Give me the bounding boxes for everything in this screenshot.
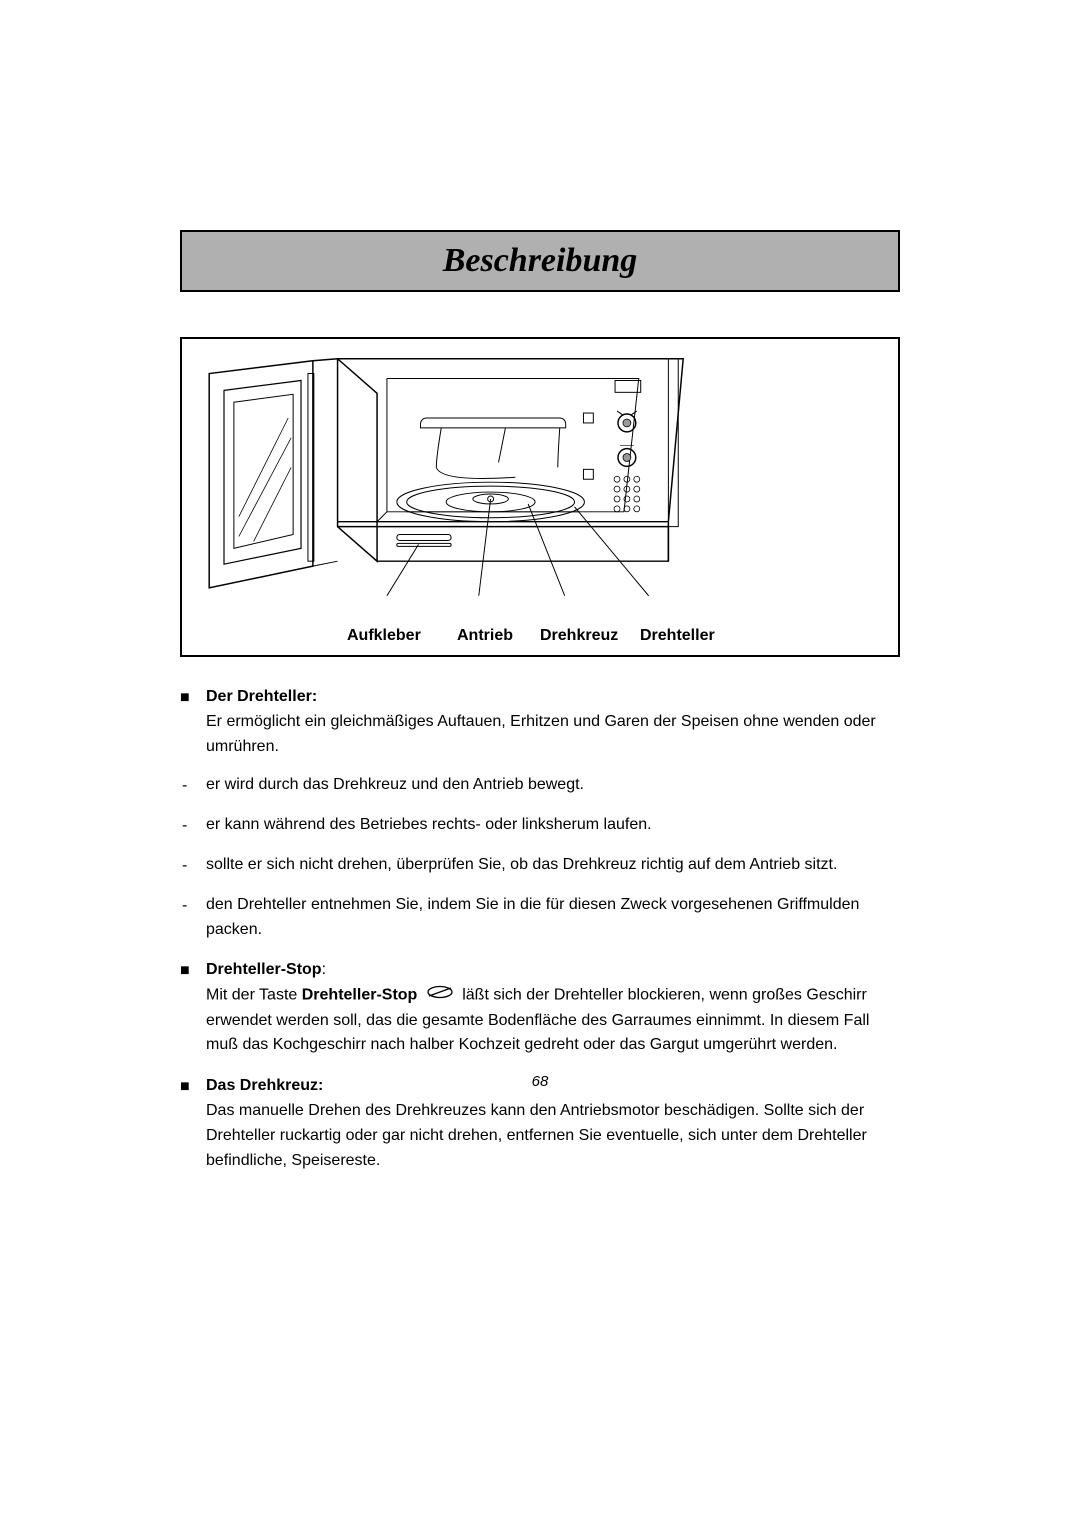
dash-text: er wird durch das Drehkreuz und den Antr… [206, 773, 900, 799]
dash-item: - den Drehteller entnehmen Sie, indem Si… [180, 893, 900, 943]
dash-icon: - [180, 893, 206, 943]
document-page: Beschreibung [0, 0, 1080, 1528]
bullet-drehteller: ■ Der Drehteller: Er ermöglicht ein glei… [180, 685, 900, 759]
page-title: Beschreibung [182, 242, 898, 280]
drehkreuz-text: Das manuelle Drehen des Drehkreuzes kann… [206, 1102, 867, 1169]
label-antrieb: Antrieb [457, 627, 513, 645]
stop-text-pre: Mit der Taste [206, 987, 302, 1004]
dash-text: sollte er sich nicht drehen, überprüfen … [206, 853, 900, 879]
dash-icon: - [180, 773, 206, 799]
microwave-diagram [182, 339, 898, 655]
bullet-square-icon: ■ [180, 958, 206, 1058]
drehteller-intro: Er ermöglicht ein gleichmäßiges Auftauen… [206, 713, 876, 755]
dash-text: er kann während des Betriebes rechts- od… [206, 813, 900, 839]
heading-drehteller: Der Drehteller: [206, 688, 317, 705]
turntable-stop-icon [426, 983, 454, 1008]
dash-icon: - [180, 813, 206, 839]
microwave-diagram-frame: Aufkleber Antrieb Drehkreuz Drehteller [180, 337, 900, 657]
dash-text: den Drehteller entnehmen Sie, indem Sie … [206, 893, 900, 943]
dash-icon: - [180, 853, 206, 879]
bullet-content: Der Drehteller: Er ermöglicht ein gleich… [206, 685, 900, 759]
body-text: ■ Der Drehteller: Er ermöglicht ein glei… [180, 685, 900, 1173]
dash-item: - er kann während des Betriebes rechts- … [180, 813, 900, 839]
stop-text-bold: Drehteller-Stop [302, 987, 418, 1004]
label-aufkleber: Aufkleber [347, 627, 421, 645]
bullet-stop: ■ Drehteller-Stop: Mit der Taste Drehtel… [180, 958, 900, 1058]
label-drehteller: Drehteller [640, 627, 715, 645]
dash-item: - sollte er sich nicht drehen, überprüfe… [180, 853, 900, 879]
dash-item: - er wird durch das Drehkreuz und den An… [180, 773, 900, 799]
page-number: 68 [0, 1073, 1080, 1090]
title-bar: Beschreibung [180, 230, 900, 292]
label-drehkreuz: Drehkreuz [540, 627, 618, 645]
bullet-square-icon: ■ [180, 685, 206, 759]
heading-stop: Drehteller-Stop [206, 961, 322, 978]
bullet-content: Drehteller-Stop: Mit der Taste Drehtelle… [206, 958, 900, 1058]
